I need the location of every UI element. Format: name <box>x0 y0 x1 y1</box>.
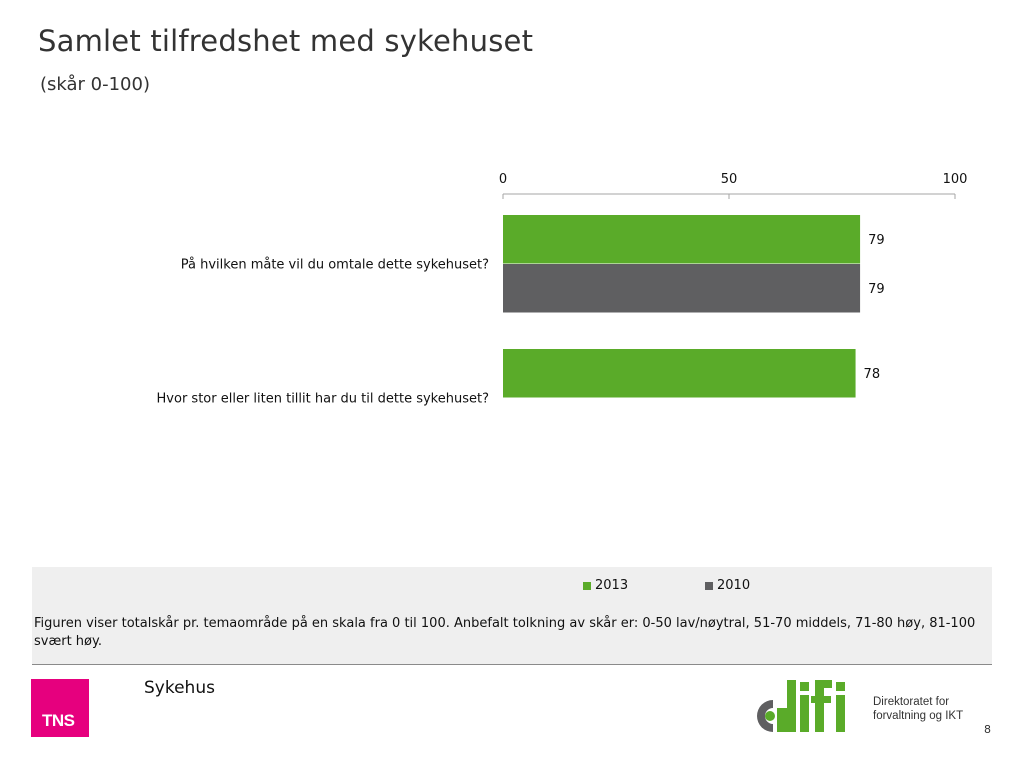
category-labels: På hvilken måte vil du omtale dette syke… <box>157 258 489 407</box>
legend-item-2013: 2013 <box>583 578 628 593</box>
data-label: 79 <box>868 282 885 297</box>
legend-item-2010: 2010 <box>705 578 750 593</box>
partner-caption-line2: forvaltning og IKT <box>873 710 964 722</box>
section-label: Sykehus <box>144 678 215 698</box>
data-label: 79 <box>868 233 885 248</box>
partner-caption: Direktoratet for forvaltning og IKT <box>873 695 963 723</box>
bar-2010 <box>503 264 861 313</box>
tns-logo: TNS <box>31 679 89 737</box>
page-title: Samlet tilfredshet med sykehuset <box>38 24 534 58</box>
bar-2013 <box>503 215 861 264</box>
interpretation-note: Figuren viser totalskår pr. temaområde p… <box>34 616 976 649</box>
partner-caption-line1: Direktoratet for <box>873 696 950 708</box>
page-number: 8 <box>984 723 991 736</box>
x-tick-label: 50 <box>721 172 738 187</box>
bar-chart: 0 50 100 79 79 78 På hvilken måte vil du omt… <box>157 172 968 407</box>
tns-logo-text: TNS <box>42 711 75 730</box>
legend-label-2013: 2013 <box>595 578 629 593</box>
legend-swatch-2010 <box>705 581 713 590</box>
x-tick-label: 0 <box>499 172 507 187</box>
bar-2013 <box>503 349 856 398</box>
page-subtitle: (skår 0-100) <box>40 74 150 95</box>
data-labels: 79 79 78 <box>864 233 885 382</box>
legend-panel: 2013 2010 Figuren viser totalskår pr. te… <box>32 567 992 665</box>
data-label: 78 <box>864 367 881 382</box>
difi-logo-mark: difi <box>757 680 845 732</box>
difi-logo: difi Direktoratet for forvaltning og IKT <box>757 678 987 740</box>
bars <box>503 215 861 398</box>
legend-label-2010: 2010 <box>717 578 751 593</box>
x-axis: 0 50 100 <box>499 172 968 199</box>
legend-swatch-2013 <box>583 581 591 590</box>
x-tick-label: 100 <box>943 172 968 187</box>
category-label: Hvor stor eller liten tillit har du til … <box>157 392 489 407</box>
category-label: På hvilken måte vil du omtale dette syke… <box>181 258 489 273</box>
